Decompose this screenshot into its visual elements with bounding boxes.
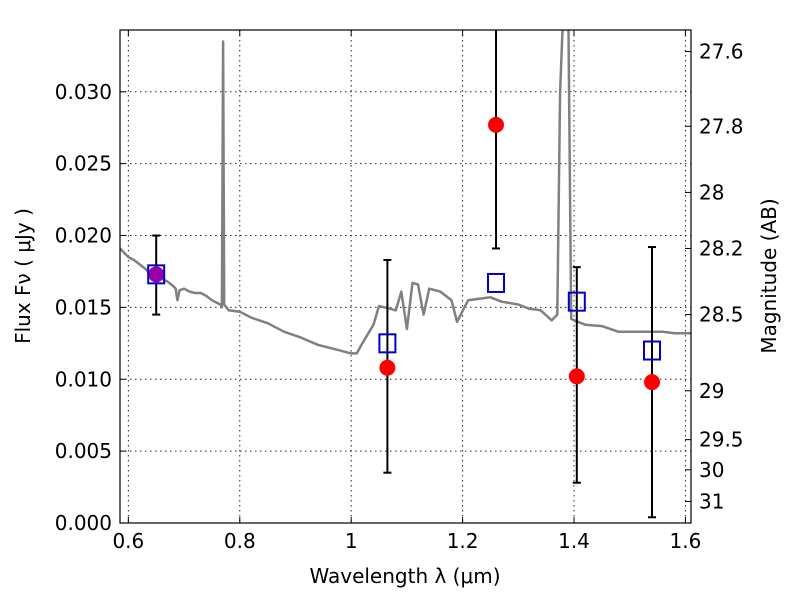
x-tick-label: 0.8 [224,529,256,553]
y2-tick-label: 27.8 [699,114,744,138]
y-tick-label: 0.020 [55,224,112,248]
x-tick-label: 0.6 [112,529,144,553]
observed-points [148,116,661,391]
y2-tick-label: 28 [699,180,724,204]
observed-point [148,266,165,283]
model-spectrum [120,30,691,355]
y-tick-label: 0.005 [55,439,112,463]
x-tick-label: 1.2 [447,529,479,553]
y2-tick-label: 29 [699,379,724,403]
x-tick-label: 1 [345,529,358,553]
y2-tick-label: 28.5 [699,303,744,327]
y2-tick-label: 28.2 [699,236,744,260]
y2-tick-label: 29.5 [699,428,744,452]
model-photometry-point [378,333,397,354]
observed-point [379,359,396,376]
x-axis-title: Wavelength λ (μm) [309,564,500,588]
x-tick-label: 1.6 [670,529,702,553]
y2-tick-label: 27.6 [699,40,744,64]
plot-frame [119,29,692,524]
y-tick-label: 0.030 [55,80,112,104]
y2-axis-ticks: 27.6 27.8 28 28.2 28.5 29 29.5 30 31 [685,40,744,513]
y2-axis-title: Magnitude (AB) [757,198,781,353]
model-photometry-point [567,291,586,312]
y2-tick-label: 31 [699,489,724,513]
y-axis-ticks: 0.000 0.005 0.010 0.015 0.020 0.025 0.030 [55,80,126,535]
error-bars [152,30,657,519]
model-photometry-point [487,272,506,293]
observed-point [568,368,585,385]
model-photometry-point [643,340,662,361]
x-tick-label: 1.4 [558,529,590,553]
observed-point [644,374,661,391]
spectrum-line [120,30,691,355]
y-tick-label: 0.010 [55,367,112,391]
grid-lines [120,30,691,524]
y-axis-title: Flux Fν ( μJy ) [11,208,35,344]
model-photometry-points [147,264,662,361]
y-tick-label: 0.025 [55,152,112,176]
model-photometry-point [147,264,166,285]
x-axis-ticks: 0.6 0.8 1 1.2 1.4 1.6 [112,30,701,553]
y-tick-label: 0.000 [55,511,112,535]
observed-point [488,116,505,133]
y-tick-label: 0.015 [55,295,112,319]
y2-tick-label: 30 [699,458,724,482]
